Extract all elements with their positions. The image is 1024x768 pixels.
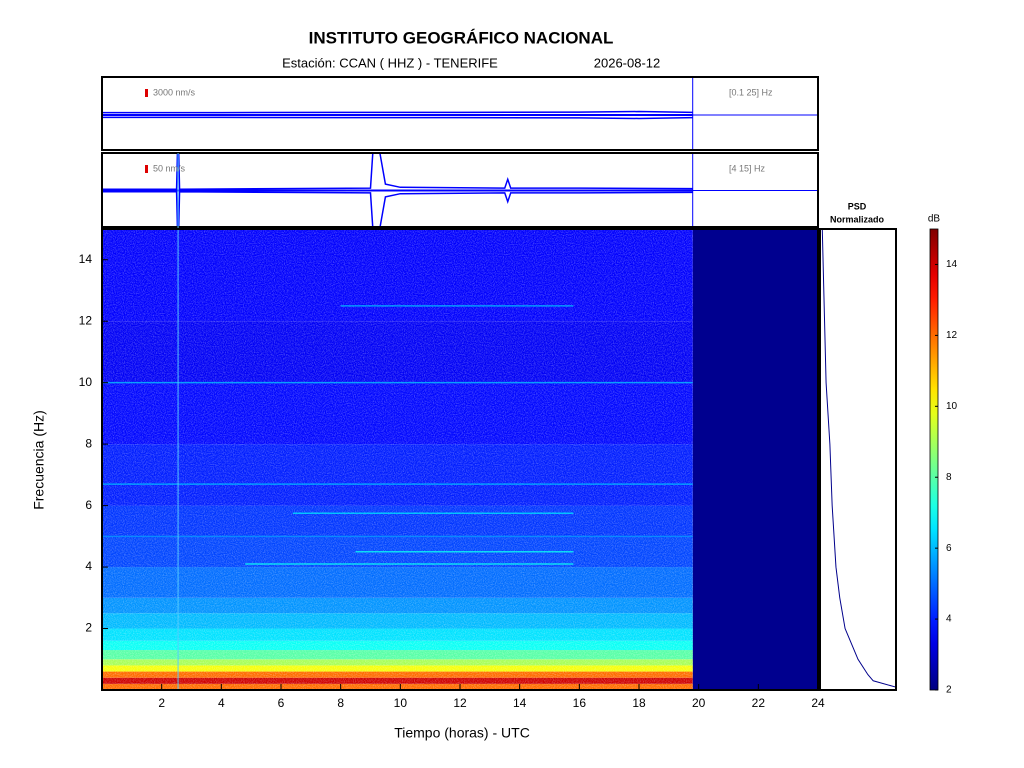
x-tick-label: 6 <box>278 696 285 710</box>
panel-frame <box>101 76 819 151</box>
colorbar-tick-label: 14 <box>946 259 958 270</box>
x-tick-label: 18 <box>632 696 646 710</box>
band-label: [0.1 25] Hz <box>729 87 773 97</box>
y-tick-label: 6 <box>85 498 92 512</box>
psd-frame <box>819 228 897 691</box>
y-tick-label: 4 <box>85 559 92 573</box>
y-tick-label: 2 <box>85 621 92 635</box>
trace-envelope <box>102 153 693 190</box>
trace-group <box>102 110 693 120</box>
psd-title: PSD <box>848 201 867 211</box>
x-tick-label: 4 <box>218 696 225 710</box>
psd-title: Normalizado <box>830 214 885 224</box>
x-tick-label: 2 <box>158 696 165 710</box>
x-tick-label: 14 <box>513 696 527 710</box>
colorbar <box>929 228 939 691</box>
no-data-region <box>692 229 818 690</box>
panel-frame <box>101 152 819 228</box>
scale-label: 3000 nm/s <box>153 87 196 97</box>
x-tick-label: 8 <box>337 696 344 710</box>
spectrogram <box>102 229 818 690</box>
scale-bar <box>145 165 148 173</box>
y-axis-label: Frecuencia (Hz) <box>31 410 47 510</box>
chart-title: INSTITUTO GEOGRÁFICO NACIONAL <box>309 28 614 47</box>
colorbar-label: dB <box>928 214 941 225</box>
colorbar-tick-label: 10 <box>946 401 958 412</box>
colorbar-tick-label: 6 <box>946 543 952 554</box>
trace-envelope <box>102 110 693 114</box>
trace-envelope <box>102 191 693 227</box>
x-axis-label: Tiempo (horas) - UTC <box>394 725 530 741</box>
y-tick-label: 12 <box>79 313 93 327</box>
x-tick-label: 20 <box>692 696 706 710</box>
x-tick-label: 22 <box>752 696 766 710</box>
y-tick-label: 8 <box>85 436 92 450</box>
noise-texture <box>102 229 693 690</box>
subtitle: Estación: CCAN ( HHZ ) - TENERIFE <box>282 55 498 70</box>
colorbar-tick-label: 8 <box>946 472 952 483</box>
date: 2026-08-12 <box>594 55 661 70</box>
x-tick-label: 12 <box>453 696 467 710</box>
x-tick-label: 24 <box>811 696 825 710</box>
band-label: [4 15] Hz <box>729 163 766 173</box>
colorbar-tick-label: 4 <box>946 614 952 625</box>
y-tick-label: 10 <box>79 375 93 389</box>
trace-group <box>102 153 693 227</box>
y-tick-label: 14 <box>79 252 93 266</box>
colorbar-tick-label: 12 <box>946 330 958 341</box>
trace-envelope <box>102 116 693 120</box>
scale-label: 50 nm/s <box>153 163 186 173</box>
x-tick-label: 10 <box>394 696 408 710</box>
scale-bar <box>145 89 148 97</box>
x-tick-label: 16 <box>573 696 587 710</box>
colorbar-tick-label: 2 <box>946 685 952 696</box>
psd-line <box>821 228 896 688</box>
